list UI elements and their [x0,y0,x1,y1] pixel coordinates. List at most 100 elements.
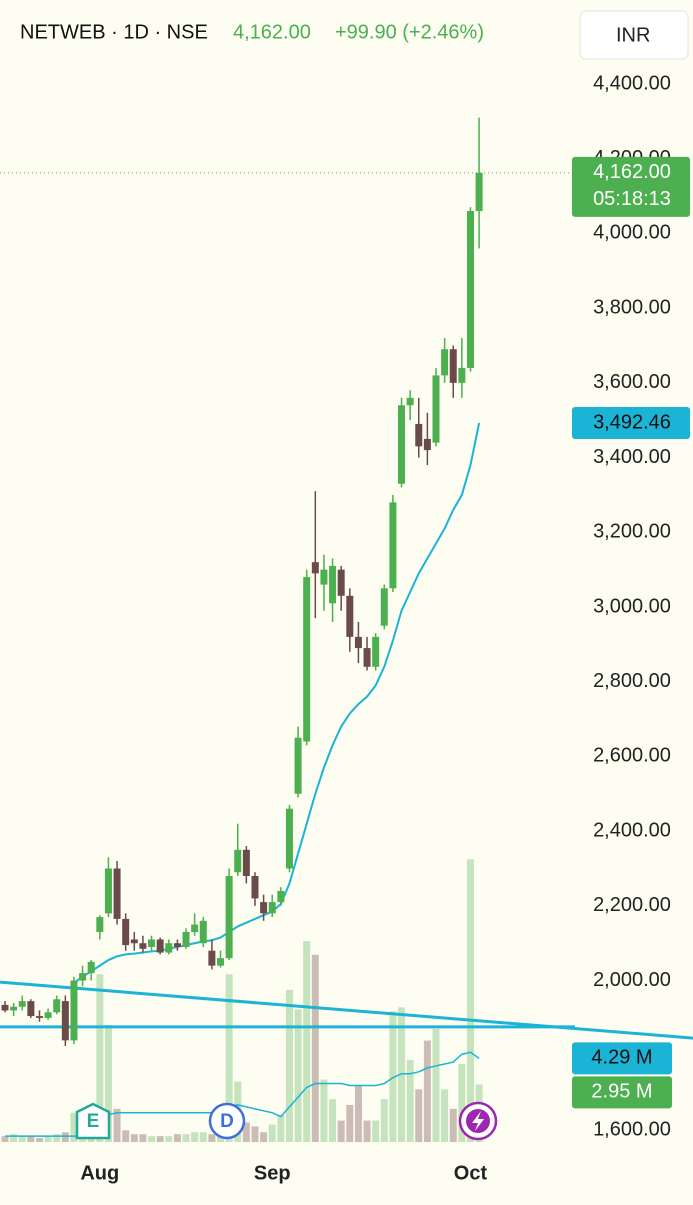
volume-bar [268,1124,276,1142]
candle-body [148,939,156,947]
candle-body [87,961,95,974]
candle-body [70,980,78,1041]
volume-bar [346,1104,354,1142]
last-price-box [572,156,690,217]
y-tick-label: 3,200.00 [593,521,671,543]
volume-bar [466,859,474,1142]
dividend-badge[interactable] [208,1102,246,1140]
candle-body [380,588,388,626]
last-price: 4,162.00 [233,21,311,43]
volume-average-box [572,1042,672,1075]
candle-body [225,875,233,959]
candle-body [337,569,345,596]
candle-body [156,939,164,953]
candle-body [1,1004,9,1011]
y-tick-label: 3,800.00 [593,296,671,318]
volume-bar [423,1040,431,1142]
candle-body [139,943,147,949]
volume-bar [10,1134,18,1142]
candle-body [372,636,380,667]
volume-label: 2.95 M [591,1081,652,1103]
candle-body [104,868,112,914]
candle-body [363,648,371,667]
last-price-label: 4,162.00 [593,161,671,183]
volume-bar [208,1134,216,1142]
x-tick-label: Oct [454,1162,488,1184]
candle-body [10,1006,18,1011]
trendline [0,980,693,1040]
candle-body [268,902,276,914]
volume-bar [458,1064,466,1142]
volume-average-label: 4.29 M [591,1047,652,1069]
candle-body [199,920,207,944]
symbol: NETWEB · 1D · NSE [20,21,208,43]
candle-body [354,636,362,649]
volume-bar [148,1136,156,1142]
y-tick-label: 3,000.00 [593,595,671,617]
ma-value-box [572,407,690,440]
volume-bar [53,1134,61,1142]
y-tick-label: 3,600.00 [593,371,671,393]
candle-body [242,849,250,876]
volume-bar [432,1028,440,1142]
volume-bar [260,1132,268,1142]
candle-body [432,375,440,443]
candle-body [449,349,457,383]
volume-bar [449,1108,457,1142]
candle-body [173,943,181,947]
candle-body [208,950,216,966]
candle-body [466,211,474,368]
volume-bar [1,1136,9,1142]
volume-bar [182,1134,190,1142]
candle-body [191,924,199,933]
volume-bar [372,1120,380,1142]
candle-body [441,349,449,376]
volume-bar [113,1108,121,1142]
candle-body [285,808,293,869]
volume-bar [139,1134,147,1142]
volume-bar [251,1126,259,1142]
candle-body [398,405,406,484]
news-icon [472,1111,484,1131]
volume-bar [61,1132,69,1142]
candle-body [44,1012,52,1018]
volume-bar [277,1114,285,1142]
volume-bar [337,1120,345,1142]
volume-bar [130,1134,138,1142]
volume-bar [329,1099,337,1142]
volume-bar [96,974,104,1142]
y-tick-label: 4,000.00 [593,222,671,244]
y-tick-label: 4,400.00 [593,72,671,94]
y-tick-label: 3,400.00 [593,446,671,468]
volume-bar [104,1025,112,1142]
candle-body [96,917,104,933]
y-tick-label: 2,000.00 [593,969,671,991]
candle-body [182,932,190,947]
candle-body [277,890,285,903]
volume-bar [294,1009,302,1142]
countdown: 05:18:13 [593,188,671,210]
volume-bar [44,1136,52,1142]
volume-bar [242,1122,250,1142]
currency[interactable]: INR [616,24,650,46]
volume-bar [225,974,233,1142]
candle-body [423,438,431,451]
volume-bar [398,1007,406,1142]
y-tick-label: 2,400.00 [593,819,671,841]
candle-body [389,502,397,589]
currency-button[interactable] [579,10,689,60]
candle-body [113,868,121,919]
dividend-label[interactable]: D [220,1111,234,1132]
earnings-label[interactable]: E [87,1111,100,1132]
candle-body [165,943,173,953]
x-tick-label: Aug [80,1162,119,1184]
candle-body [311,562,319,574]
volume-bar [363,1120,371,1142]
candle-body [294,737,302,794]
candle-body [130,939,138,944]
volume-bar [191,1132,199,1142]
candle-body [415,423,423,447]
volume-bar [156,1136,164,1142]
earnings-badge[interactable] [75,1102,111,1140]
